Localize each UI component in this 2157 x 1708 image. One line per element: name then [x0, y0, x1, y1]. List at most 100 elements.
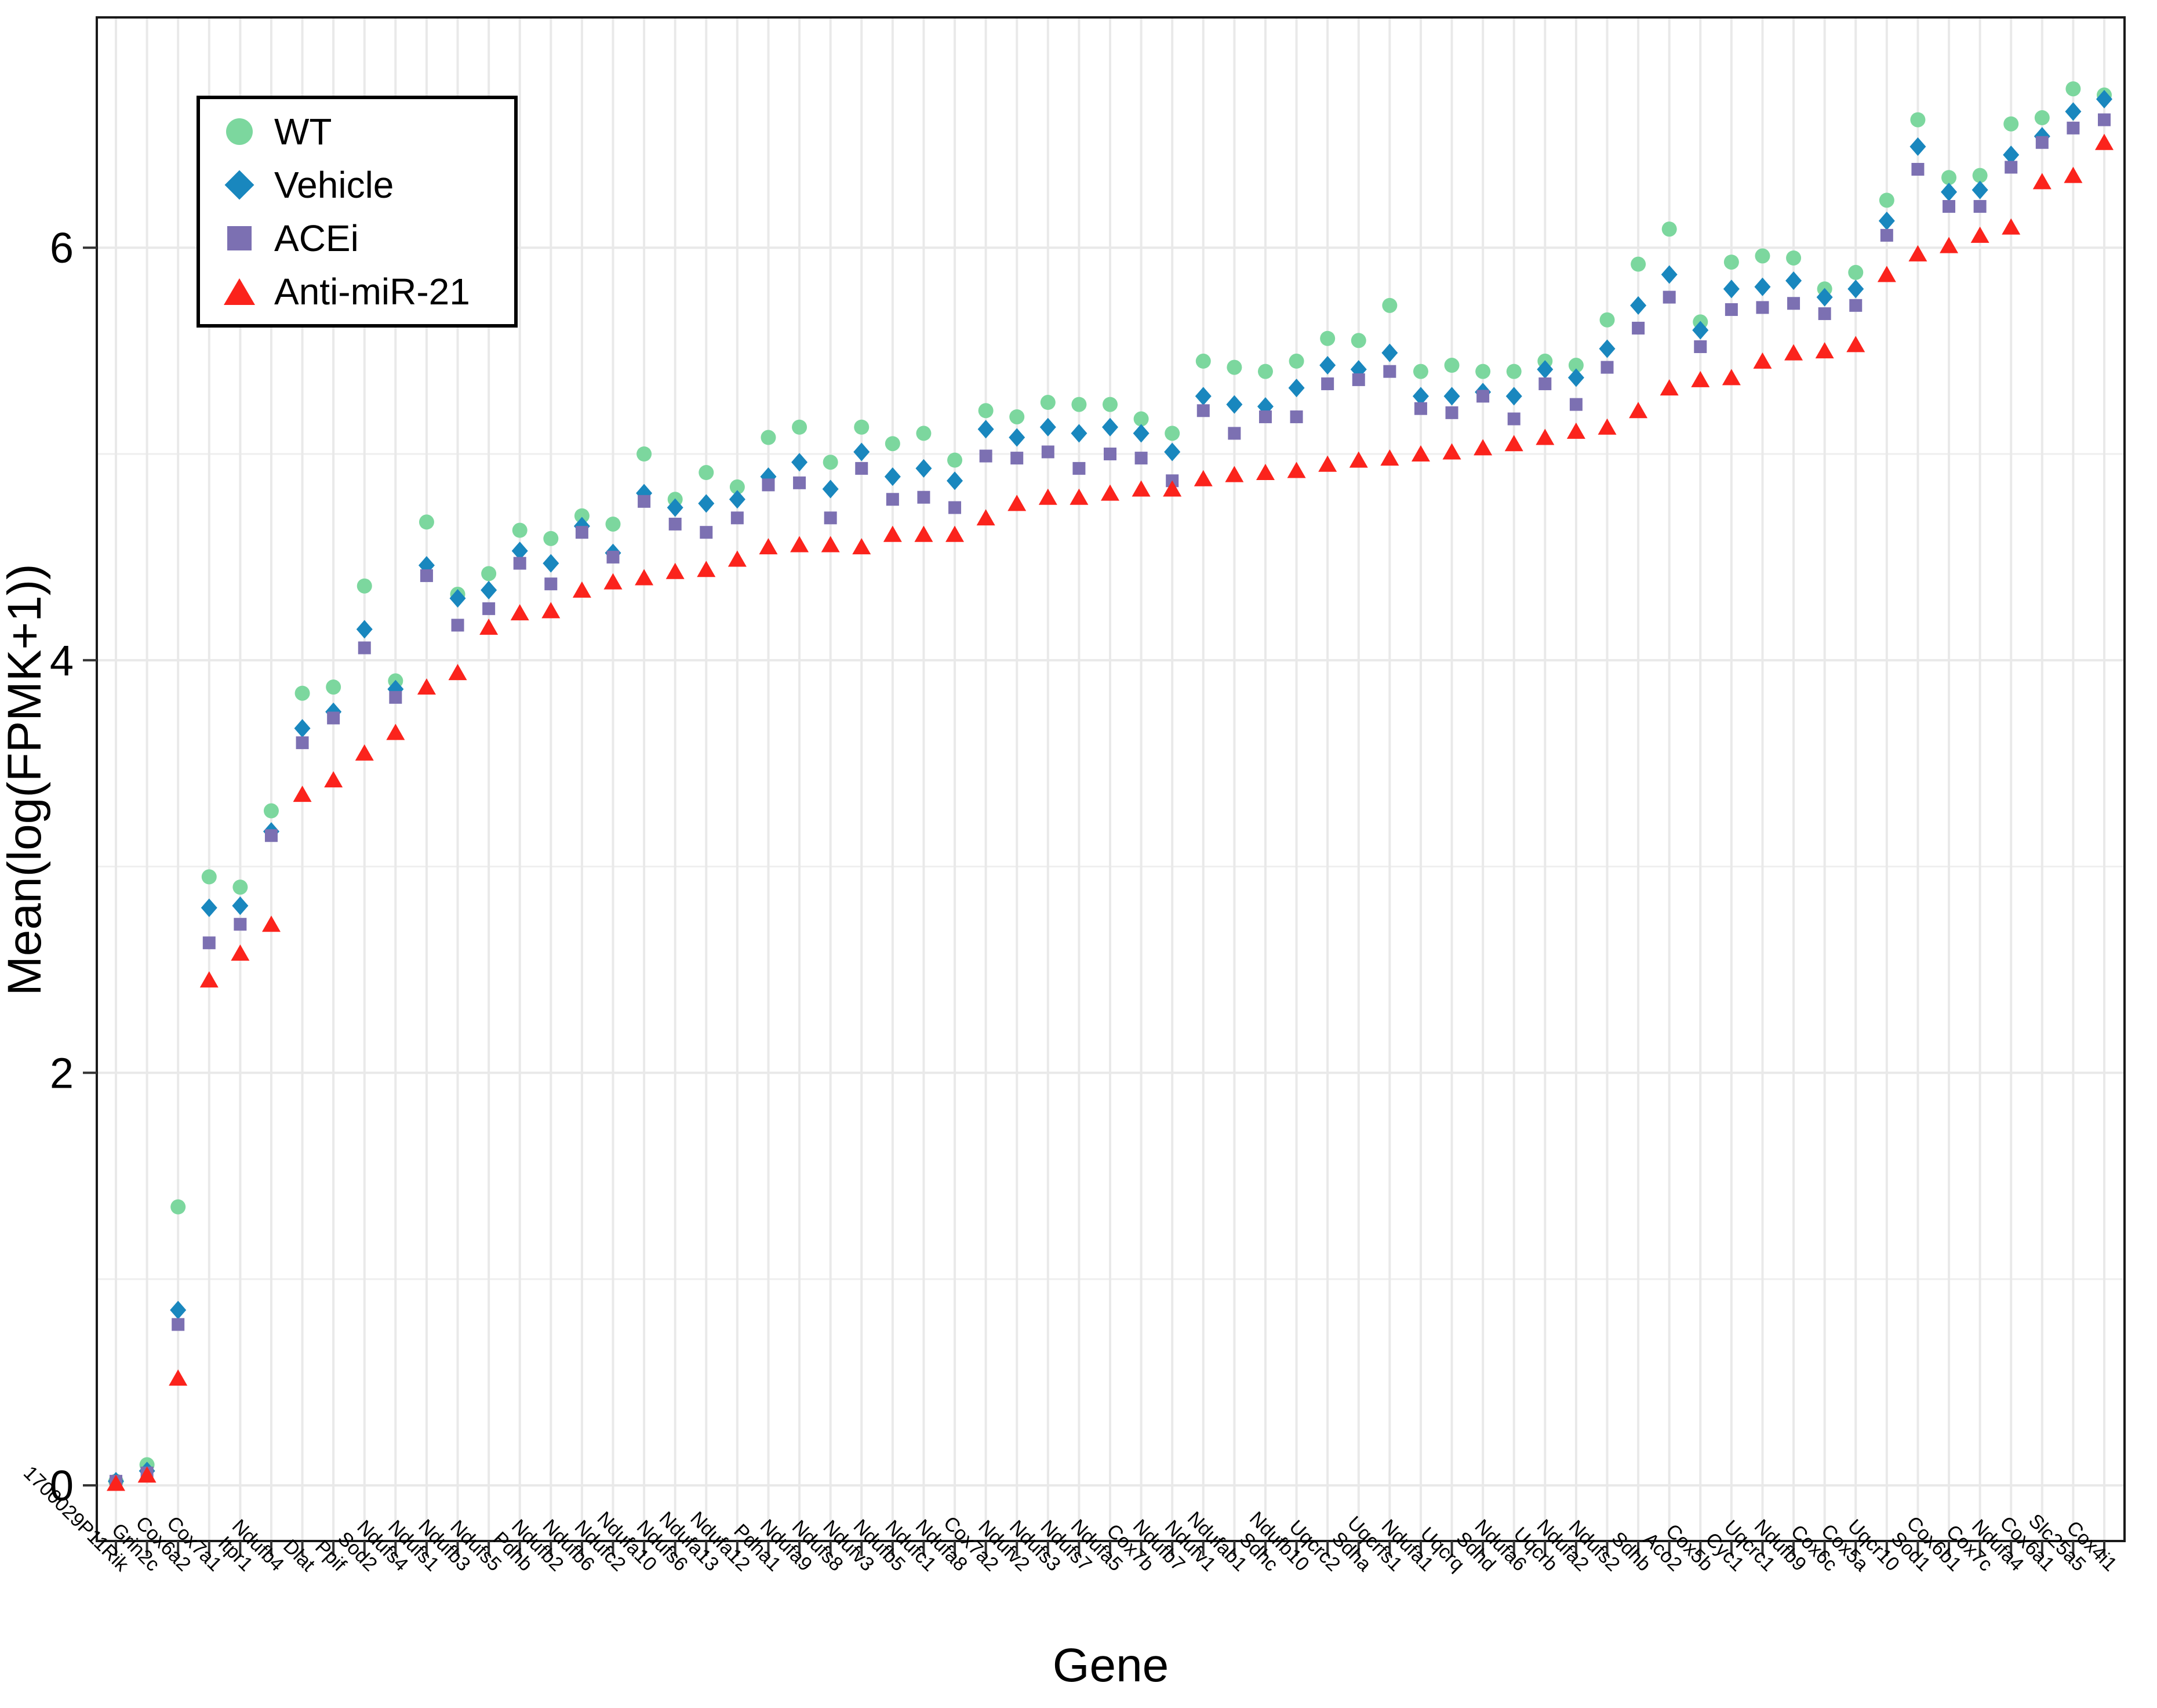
data-point-square	[1538, 377, 1552, 391]
data-point-triangle	[293, 786, 312, 802]
data-point-triangle	[790, 536, 809, 553]
data-point-triangle	[852, 538, 871, 555]
data-point-diamond	[1039, 417, 1056, 437]
y-tick-label: 2	[50, 1049, 74, 1097]
data-point-diamond	[729, 490, 745, 509]
data-point-circle	[1941, 170, 1957, 186]
data-point-triangle	[1598, 418, 1617, 435]
data-point-diamond	[1319, 356, 1336, 375]
data-point-triangle	[1411, 445, 1430, 461]
data-point-square	[824, 511, 837, 525]
data-point-diamond	[1102, 417, 1118, 437]
data-point-circle	[170, 1199, 186, 1215]
data-point-triangle	[883, 525, 902, 542]
data-point-diamond	[170, 1300, 187, 1320]
data-point-circle	[294, 685, 310, 701]
legend-label: ACEi	[274, 217, 359, 259]
data-point-triangle	[665, 562, 685, 579]
data-point-circle	[357, 578, 372, 594]
data-point-triangle	[1970, 226, 1989, 243]
data-point-diamond	[791, 453, 808, 472]
data-points	[107, 81, 2114, 1491]
legend: WT Vehicle ACEi Anti-miR-21	[197, 96, 518, 328]
data-point-square	[1321, 377, 1334, 391]
data-point-circle	[232, 880, 248, 895]
data-point-circle	[823, 455, 838, 470]
data-point-triangle	[2032, 173, 2051, 190]
data-point-diamond	[1567, 368, 1584, 387]
y-tick-label: 6	[50, 224, 74, 272]
data-point-circle	[1382, 297, 1398, 313]
y-tick-label: 4	[50, 637, 74, 685]
data-point-circle	[1786, 250, 1802, 266]
data-point-square	[1041, 445, 1054, 459]
data-point-circle	[978, 403, 994, 419]
legend-item-anti-mir-21: Anti-miR-21	[224, 268, 514, 315]
data-point-square	[917, 490, 930, 504]
data-point-triangle	[355, 744, 374, 761]
data-point-square	[1196, 404, 1210, 417]
data-point-triangle	[697, 561, 716, 577]
data-point-square	[1756, 301, 1769, 314]
data-point-triangle	[821, 536, 840, 553]
data-point-circle	[1195, 353, 1211, 369]
data-point-triangle	[324, 771, 343, 788]
data-point-circle	[1631, 256, 1646, 272]
data-point-diamond	[543, 554, 559, 573]
legend-label: Anti-miR-21	[274, 271, 470, 312]
square-icon	[224, 223, 254, 253]
y-axis-tick-labels: 0 2 4 6	[50, 224, 74, 1510]
data-point-square	[358, 641, 371, 655]
legend-item-acei: ACEi	[224, 215, 514, 261]
data-point-diamond	[232, 896, 249, 915]
data-point-triangle	[1038, 488, 1057, 505]
data-point-circle	[761, 430, 776, 445]
data-point-square	[1507, 412, 1521, 426]
triangle-icon	[224, 277, 255, 307]
data-point-square	[1973, 200, 1987, 213]
data-point-circle	[1289, 353, 1304, 369]
legend-item-wt: WT	[224, 108, 514, 155]
data-point-triangle	[1566, 422, 1585, 439]
data-point-circle	[1257, 364, 1273, 379]
data-point-diamond	[449, 589, 466, 608]
data-point-square	[1476, 390, 1490, 403]
data-point-diamond	[915, 459, 932, 478]
data-point-square	[793, 476, 806, 489]
data-point-triangle	[1846, 336, 1865, 352]
data-point-diamond	[356, 620, 373, 639]
data-point-triangle	[1504, 435, 1523, 452]
data-point-triangle	[1908, 245, 1927, 261]
data-point-diamond	[201, 898, 217, 917]
data-point-circle	[1227, 359, 1242, 375]
data-point-square	[1880, 228, 1893, 242]
data-point-circle	[1506, 364, 1522, 379]
data-point-triangle	[1132, 480, 1151, 497]
data-point-circle	[1320, 330, 1336, 346]
data-point-circle	[947, 452, 963, 468]
data-point-triangle	[635, 569, 654, 586]
data-point-square	[513, 557, 526, 570]
data-point-circle	[916, 426, 932, 441]
data-point-circle	[854, 419, 870, 435]
data-point-triangle	[1318, 455, 1337, 472]
data-point-circle	[1475, 364, 1491, 379]
data-point-triangle	[1194, 470, 1213, 486]
data-point-square	[762, 478, 775, 492]
data-point-circle	[1009, 409, 1025, 424]
data-point-circle	[419, 514, 434, 530]
data-point-square	[1258, 410, 1272, 423]
data-point-circle	[1848, 264, 1864, 280]
data-point-circle	[2065, 81, 2081, 97]
data-point-square	[638, 495, 651, 508]
data-point-circle	[1071, 397, 1087, 412]
data-point-circle	[699, 465, 714, 481]
data-point-triangle	[603, 573, 623, 590]
data-point-triangle	[417, 678, 436, 695]
legend-label: WT	[274, 111, 332, 152]
data-point-square	[886, 493, 899, 506]
data-point-circle	[512, 522, 528, 538]
data-point-circle	[1165, 426, 1180, 441]
data-point-diamond	[1692, 321, 1709, 340]
